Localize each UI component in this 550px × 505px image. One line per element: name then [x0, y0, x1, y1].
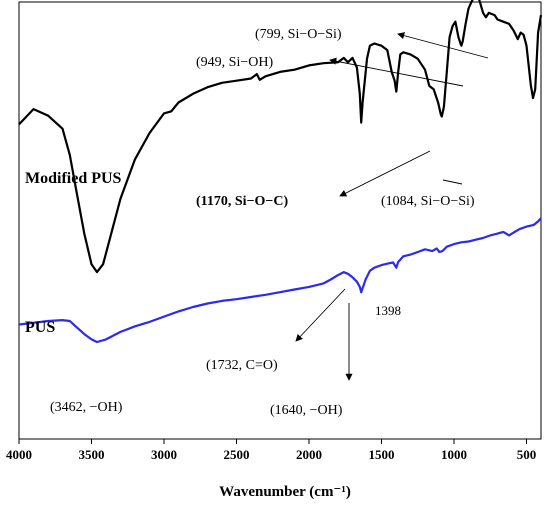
annotation-1732: (1732, C=O)	[206, 358, 278, 373]
annotation-1398: 1398	[375, 303, 401, 318]
series-label-modified-pus: Modified PUS	[25, 170, 122, 187]
annotation-arrows	[295, 32, 489, 381]
arrow-799	[397, 32, 489, 59]
annotation-1640: (1640, −OH)	[270, 403, 343, 418]
series-line-modified-pus	[18, 0, 543, 274]
x-tick-label-4000: 4000	[6, 447, 32, 462]
x-tick-label-1500: 1500	[369, 447, 395, 462]
plot-frame	[18, 1, 542, 440]
arrow-1084	[442, 179, 463, 185]
x-axis: 4000 3500 3000 2500 2000 1500 1000 500	[6, 439, 536, 462]
arrow-949	[329, 57, 464, 87]
x-tick-label-3500: 3500	[79, 447, 105, 462]
annotation-1084: (1084, Si−O−Si)	[381, 194, 475, 209]
series-line-pus	[18, 217, 542, 344]
arrow-1732	[295, 288, 346, 342]
series-label-pus: PUS	[25, 319, 55, 336]
x-tick-label-2000: 2000	[296, 447, 322, 462]
x-tick-label-1000: 1000	[441, 447, 467, 462]
annotation-949: (949, Si−OH)	[196, 55, 273, 70]
annotation-1170: (1170, Si−O−C)	[196, 194, 289, 209]
x-tick-label-500: 500	[517, 447, 537, 462]
x-tick-label-2500: 2500	[224, 447, 250, 462]
annotation-3462: (3462, −OH)	[50, 400, 123, 415]
series-layer	[18, 0, 543, 344]
x-axis-label: Wavenumber (cm⁻¹)	[219, 484, 351, 500]
x-tick-label-3000: 3000	[151, 447, 177, 462]
annotation-799: (799, Si−O−Si)	[255, 27, 342, 42]
arrow-1170	[339, 150, 431, 197]
